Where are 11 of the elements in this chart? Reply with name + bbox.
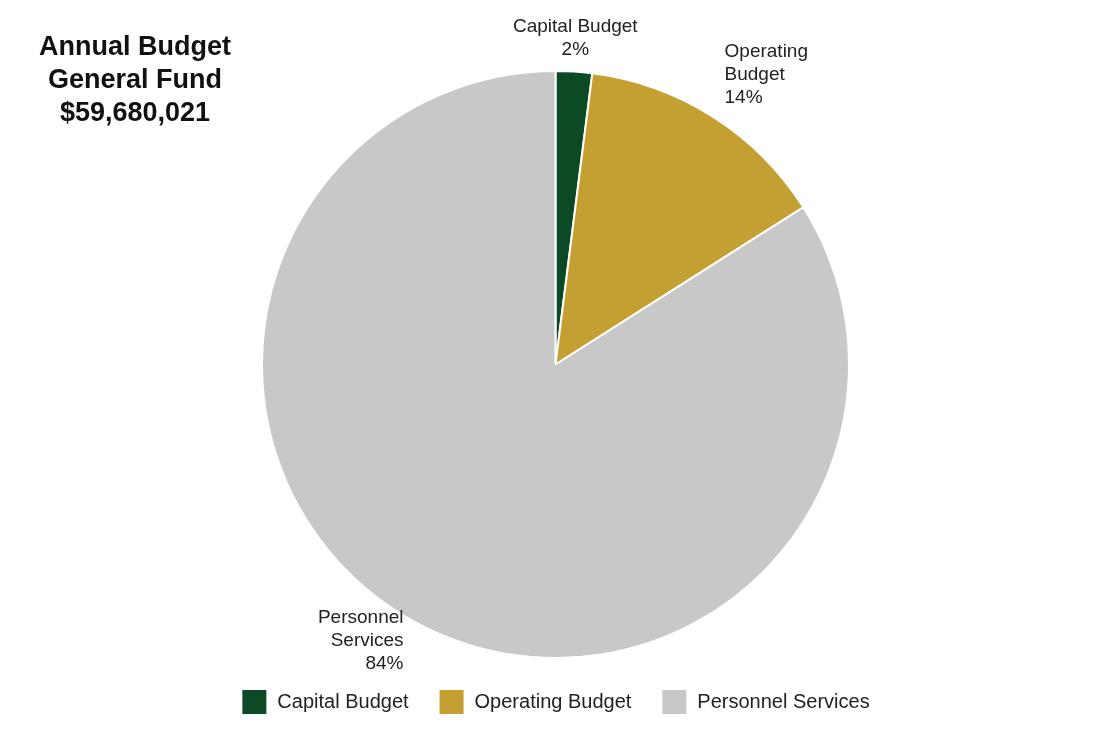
legend-label: Capital Budget: [277, 689, 409, 712]
data-label: 2%: [561, 37, 590, 59]
text: Annual Budget General Fund: [38, 30, 232, 96]
text: $59,680,021: [58, 96, 212, 129]
slice-label: Personnel Services: [317, 606, 404, 651]
slice-label: Operating Budget: [724, 40, 809, 85]
data-label: 84%: [365, 652, 404, 674]
legend-label: Operating Budget: [474, 689, 632, 712]
slice-label: Capital Budget: [512, 14, 639, 36]
data-label: 14%: [724, 86, 763, 108]
legend-label: Personnel Services: [697, 689, 870, 712]
